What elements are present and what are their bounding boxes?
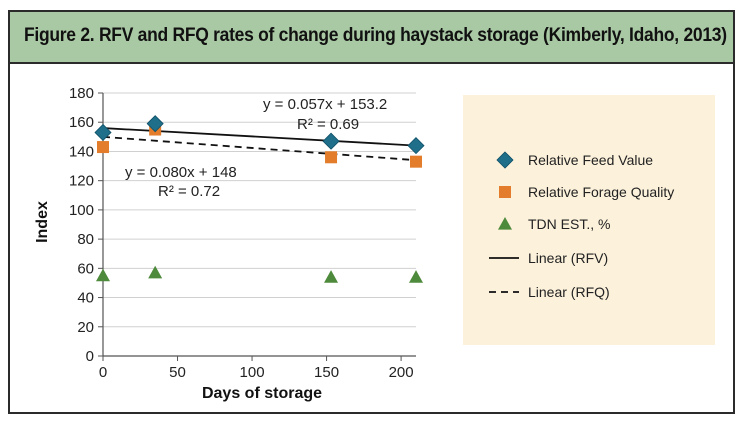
y-tick-label: 100 <box>69 202 94 219</box>
trendline-rfq-equation: y = 0.080x + 148 <box>125 164 237 181</box>
data-point-triangle <box>324 270 339 283</box>
data-point-square <box>325 151 338 164</box>
legend-label: Relative Feed Value <box>528 152 653 168</box>
trendline-rfv-equation: y = 0.057x + 153.2 <box>263 96 387 113</box>
data-point-triangle <box>148 265 163 279</box>
figure-header: Figure 2. RFV and RFQ rates of change du… <box>10 12 733 64</box>
data-point-diamond <box>94 123 112 142</box>
data-point-triangle <box>409 270 423 283</box>
y-tick-label: 180 <box>69 85 94 102</box>
trendline-rfv-r2: R² = 0.69 <box>297 116 359 133</box>
data-point-square <box>410 155 422 168</box>
data-point-diamond <box>146 115 164 133</box>
legend-label: Linear (RFV) <box>528 250 608 266</box>
y-tick-label: 20 <box>77 319 94 336</box>
y-tick-label: 140 <box>69 143 94 160</box>
x-tick-label: 150 <box>314 364 339 381</box>
x-tick-label: 100 <box>240 364 265 381</box>
legend-symbol-triangle <box>498 217 512 230</box>
trendline-rfq <box>102 135 417 162</box>
x-tick-label: 0 <box>99 364 107 381</box>
legend-label: Linear (RFQ) <box>528 284 610 300</box>
y-tick-label: 80 <box>77 231 94 248</box>
x-tick-label: 200 <box>389 364 414 381</box>
data-point-diamond <box>407 137 425 155</box>
y-axis-title: Index <box>34 201 51 243</box>
y-tick-label: 160 <box>69 114 94 131</box>
legend-symbol-square <box>499 186 511 198</box>
legend-label: TDN EST., % <box>528 216 610 232</box>
y-tick-label: 0 <box>86 348 94 365</box>
figure-title: Figure 2. RFV and RFQ rates of change du… <box>24 25 727 46</box>
y-tick-label: 40 <box>77 290 94 307</box>
y-tick-label: 120 <box>69 173 94 190</box>
y-tick-label: 60 <box>77 260 94 277</box>
legend-symbol-diamond <box>496 151 514 169</box>
trendline-rfq-r2: R² = 0.72 <box>158 183 220 200</box>
x-axis-title: Days of storage <box>202 385 322 402</box>
data-point-triangle <box>96 268 110 282</box>
data-point-square <box>97 141 109 154</box>
data-point-diamond <box>322 132 340 150</box>
legend-label: Relative Forage Quality <box>528 184 674 200</box>
x-tick-label: 50 <box>169 364 186 381</box>
